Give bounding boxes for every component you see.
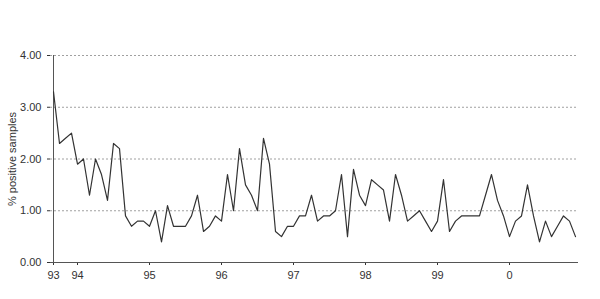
svg-text:3.00: 3.00	[20, 101, 41, 113]
svg-text:95: 95	[143, 269, 155, 281]
svg-text:93: 93	[47, 269, 59, 281]
svg-text:98: 98	[359, 269, 371, 281]
svg-text:0: 0	[506, 269, 512, 281]
svg-text:0.00: 0.00	[20, 256, 41, 268]
svg-text:99: 99	[431, 269, 443, 281]
svg-text:97: 97	[287, 269, 299, 281]
svg-text:1.00: 1.00	[20, 204, 41, 216]
svg-text:96: 96	[215, 269, 227, 281]
svg-text:94: 94	[71, 269, 83, 281]
svg-text:4.00: 4.00	[20, 49, 41, 61]
svg-text:% positive samples: % positive samples	[6, 111, 18, 206]
svg-text:2.00: 2.00	[20, 153, 41, 165]
